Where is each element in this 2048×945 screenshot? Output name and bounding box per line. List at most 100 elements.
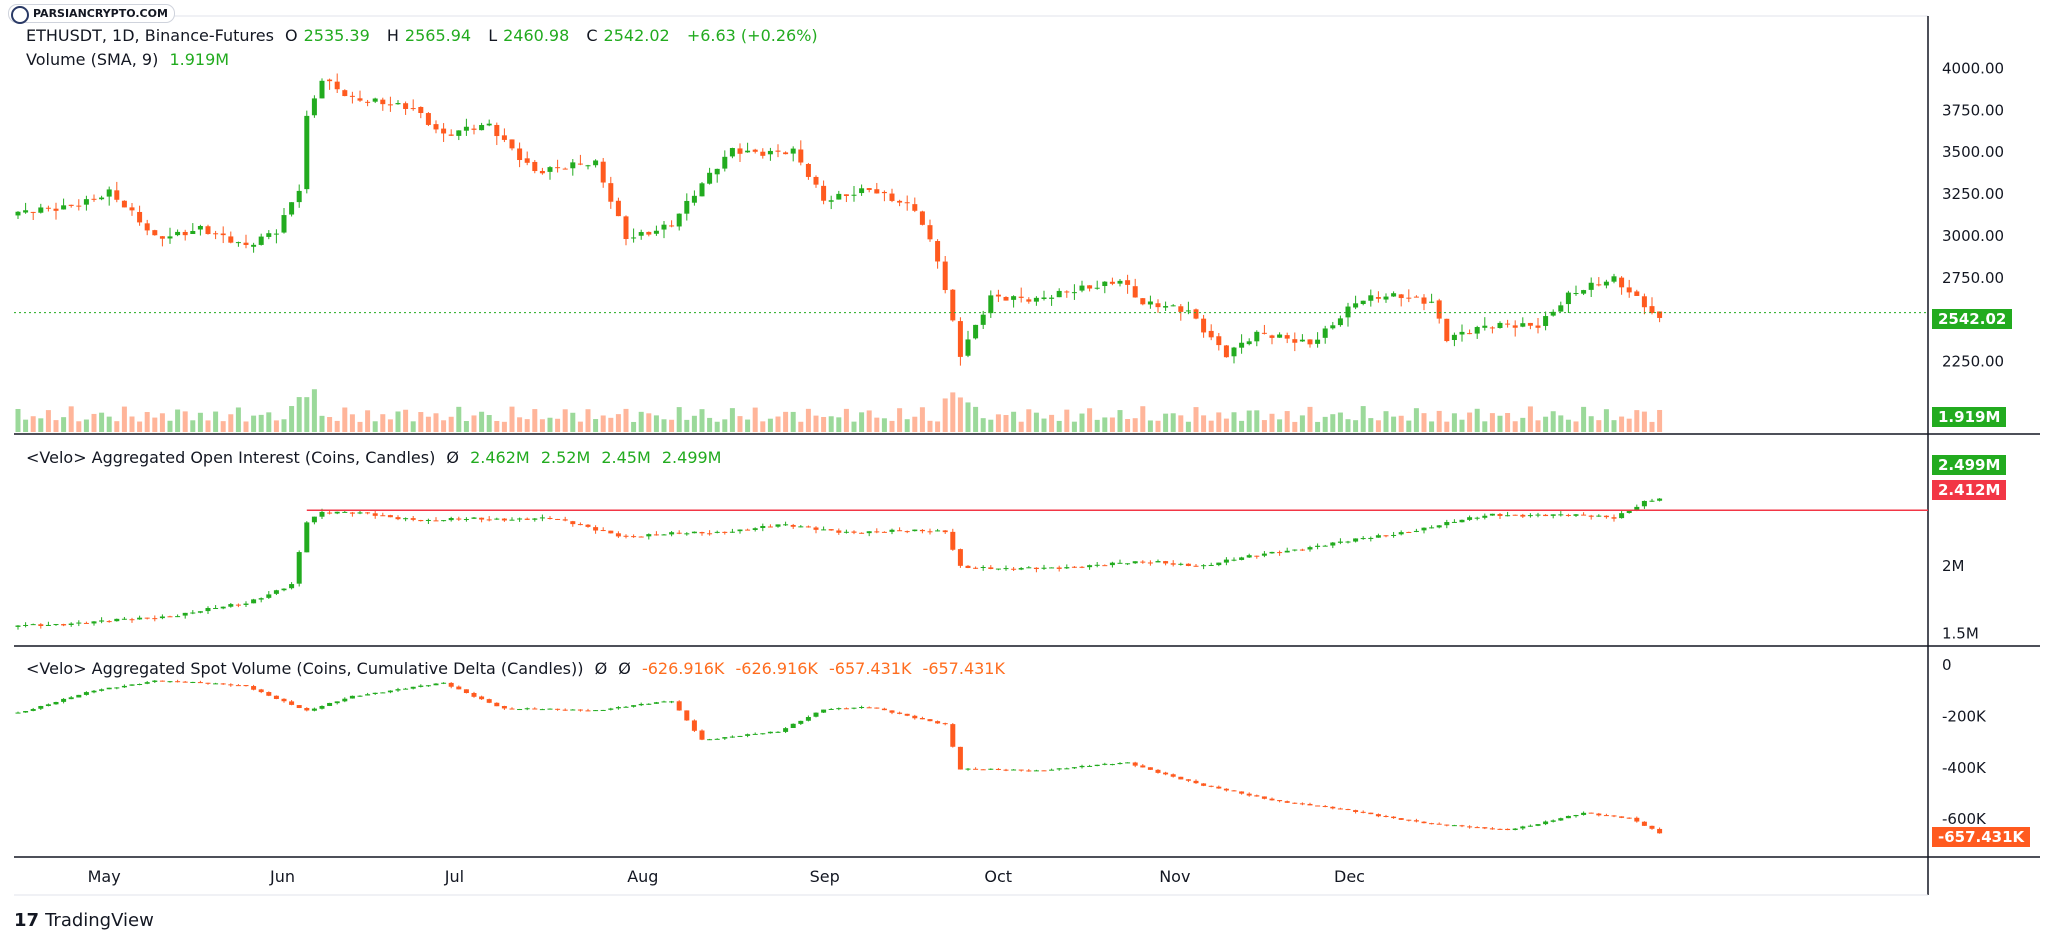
cvd-candle	[615, 707, 621, 709]
cvd-candle	[1467, 826, 1473, 828]
price-candle	[1451, 334, 1457, 341]
cvd-candle	[1277, 800, 1283, 802]
oi-candle	[585, 524, 591, 527]
price-candle	[836, 193, 842, 200]
oi-candle	[1216, 562, 1222, 566]
oi-candle	[904, 531, 910, 533]
cvd-candle	[1451, 825, 1457, 827]
price-candle	[593, 160, 599, 166]
cvd-candle	[1087, 765, 1093, 767]
cvd-candle	[1398, 818, 1404, 820]
volume-bar	[1603, 409, 1609, 432]
price-candle	[1239, 342, 1245, 348]
oi-candle	[410, 518, 416, 520]
cvd-candle	[1071, 767, 1077, 769]
oi-candle	[1413, 530, 1419, 532]
oi-candle	[349, 512, 355, 514]
volume-label[interactable]: Volume (SMA, 9)	[26, 50, 159, 69]
oi-candle	[760, 526, 766, 529]
oi-candle	[638, 536, 644, 538]
price-candle	[1094, 287, 1100, 289]
cvd-candle	[1299, 803, 1305, 805]
cvd-candle	[1649, 825, 1655, 829]
cvd-candle	[1185, 779, 1191, 781]
oi-candle	[1543, 514, 1549, 517]
oi-candle	[456, 518, 462, 520]
oi-candle	[1201, 565, 1207, 567]
price-candle	[1467, 333, 1473, 335]
oi-candle	[1125, 563, 1131, 565]
cvd-candle	[342, 698, 348, 702]
price-candle	[1588, 282, 1594, 290]
price-candle	[623, 216, 629, 240]
cvd-candle	[471, 692, 477, 697]
cvd-candle	[258, 689, 264, 693]
volume-bar	[1102, 417, 1108, 432]
cvd-candle	[418, 685, 424, 687]
cvd-candle	[1383, 815, 1389, 817]
oi-label[interactable]: <Velo> Aggregated Open Interest (Coins, …	[26, 448, 436, 467]
volume-bar	[137, 421, 143, 432]
volume-bar	[1216, 412, 1222, 432]
cvd-candle	[904, 713, 910, 716]
cvd-candle	[273, 695, 279, 699]
oi-candle	[494, 518, 500, 520]
cvd-candle	[1132, 762, 1138, 766]
cvd-candle	[722, 737, 728, 739]
oi-candle	[539, 517, 545, 519]
price-candle	[235, 242, 241, 244]
cvd-candle	[61, 698, 67, 702]
price-candle	[403, 103, 409, 109]
volume-bar	[1049, 414, 1055, 432]
price-candle	[1261, 332, 1267, 334]
tradingview-brand[interactable]: 17 TradingView	[14, 910, 154, 931]
volume-bar	[1018, 421, 1024, 432]
volume-bar	[790, 411, 796, 432]
cvd-candle	[1573, 815, 1579, 817]
volume-bar	[745, 419, 751, 432]
price-candle	[1315, 339, 1321, 344]
price-candle	[365, 101, 371, 103]
oi-candle	[1565, 514, 1571, 516]
cvd-candle	[1611, 815, 1617, 817]
volume-bar	[1512, 421, 1518, 432]
cvd-candle	[433, 683, 439, 686]
price-candle	[182, 231, 188, 236]
symbol-label[interactable]: ETHUSDT, 1D, Binance-Futures	[26, 26, 274, 45]
price-candle	[1178, 306, 1184, 312]
volume-bar	[15, 408, 21, 432]
volume-bar	[1429, 421, 1435, 432]
oi-candle	[1223, 559, 1229, 563]
oi-candle	[1391, 534, 1397, 536]
cvd-candle	[365, 694, 371, 696]
oi-candle	[714, 531, 720, 533]
price-candle	[714, 168, 720, 175]
cvd-candle	[1345, 809, 1351, 811]
cvd-candle	[167, 681, 173, 683]
oi-candle	[182, 612, 188, 616]
price-candle	[570, 162, 576, 169]
cvd-candle	[775, 731, 781, 733]
volume-bar	[349, 414, 355, 432]
oi-candle	[1581, 514, 1587, 516]
cvd-candle	[707, 739, 713, 741]
oi-candle	[45, 624, 51, 626]
price-candle	[1558, 305, 1564, 312]
volume-bar	[1467, 412, 1473, 432]
price-candle	[1573, 293, 1579, 295]
oi-candle	[1284, 550, 1290, 553]
oi-candle	[973, 567, 979, 569]
cvd-candle	[1603, 815, 1609, 817]
oi-candle	[1011, 568, 1017, 570]
volume-bar	[1634, 410, 1640, 432]
price-candle	[798, 149, 804, 163]
cvd-candle	[539, 709, 545, 711]
oi-candle	[1079, 566, 1085, 568]
x-axis-month-label: May	[88, 867, 121, 886]
oi-candle	[418, 520, 424, 522]
price-candle	[1299, 339, 1305, 342]
spot-label[interactable]: <Velo> Aggregated Spot Volume (Coins, Cu…	[26, 659, 584, 678]
oi-candle	[722, 531, 728, 533]
price-axis-tick-label: 2250.00	[1942, 352, 2004, 370]
price-candle	[813, 176, 819, 185]
